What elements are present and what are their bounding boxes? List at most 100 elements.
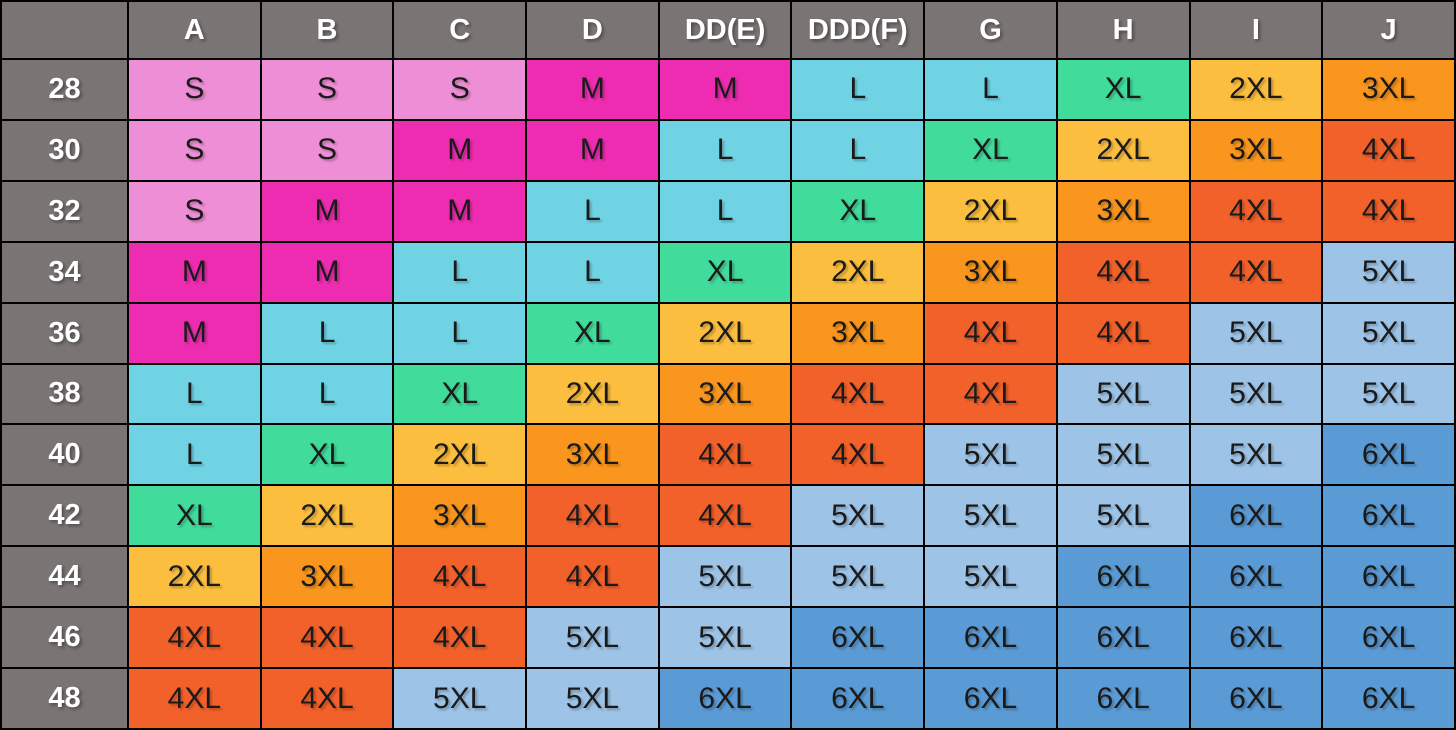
size-cell: 5XL (1188, 423, 1324, 487)
size-cell: 6XL (923, 606, 1058, 670)
size-cell: 3XL (392, 484, 528, 548)
column-header-h: H (1055, 0, 1191, 60)
size-cell: L (127, 362, 262, 426)
row-label: 48 (0, 667, 129, 730)
size-cell: L (259, 362, 395, 426)
size-cell: 2XL (657, 301, 793, 365)
size-cell: 6XL (1321, 484, 1456, 548)
size-cell: L (923, 58, 1058, 121)
row-label: 36 (0, 301, 129, 365)
size-cell: 3XL (259, 545, 395, 609)
size-cell: S (127, 179, 262, 243)
size-cell: M (657, 58, 793, 121)
size-cell: S (392, 58, 528, 121)
size-cell: 6XL (1321, 606, 1456, 670)
size-cell: 6XL (1321, 545, 1456, 609)
size-cell: 4XL (127, 667, 262, 730)
size-cell: S (127, 58, 262, 121)
table-row-band-38: 38 L L XL 2XL 3XL 4XL 4XL 5XL 5XL 5XL (0, 362, 1456, 426)
size-cell: L (392, 240, 528, 304)
size-cell: L (790, 58, 926, 121)
corner-cell (0, 0, 129, 60)
size-cell: 6XL (1321, 667, 1456, 730)
size-cell: 6XL (1188, 667, 1324, 730)
size-chart-header: A B C D DD(E) DDD(F) G H I J (0, 0, 1456, 60)
size-cell: 4XL (1321, 118, 1456, 182)
size-cell: 4XL (923, 301, 1058, 365)
size-cell: L (259, 301, 395, 365)
row-label: 46 (0, 606, 129, 670)
size-cell: 3XL (790, 301, 926, 365)
size-cell: XL (127, 484, 262, 548)
size-cell: XL (259, 423, 395, 487)
size-cell: 5XL (1188, 301, 1324, 365)
row-label: 28 (0, 58, 129, 121)
size-cell: XL (1055, 58, 1191, 121)
size-cell: 6XL (923, 667, 1058, 730)
size-cell: 4XL (1321, 179, 1456, 243)
size-cell: 5XL (923, 423, 1058, 487)
size-cell: 4XL (259, 606, 395, 670)
size-cell: L (525, 240, 660, 304)
size-cell: L (127, 423, 262, 487)
table-row-band-44: 44 2XL 3XL 4XL 4XL 5XL 5XL 5XL 6XL 6XL 6XL (0, 545, 1456, 609)
size-cell: 3XL (923, 240, 1058, 304)
size-cell: 2XL (790, 240, 926, 304)
size-cell: L (392, 301, 528, 365)
size-cell: 5XL (392, 667, 528, 730)
size-cell: 6XL (790, 606, 926, 670)
size-cell: 4XL (259, 667, 395, 730)
column-header-ddd-f-: DDD(F) (790, 0, 926, 60)
size-cell: 6XL (1188, 606, 1324, 670)
size-cell: S (127, 118, 262, 182)
size-cell: 6XL (1188, 545, 1324, 609)
size-cell: 5XL (657, 606, 793, 670)
size-cell: 5XL (1321, 240, 1456, 304)
row-label: 42 (0, 484, 129, 548)
size-cell: 2XL (923, 179, 1058, 243)
size-cell: 2XL (259, 484, 395, 548)
column-header-dd-e-: DD(E) (657, 0, 793, 60)
size-cell: 4XL (525, 484, 660, 548)
size-cell: 5XL (790, 545, 926, 609)
size-cell: 6XL (1321, 423, 1456, 487)
table-row-band-32: 32 S M M L L XL 2XL 3XL 4XL 4XL (0, 179, 1456, 243)
size-cell: 2XL (127, 545, 262, 609)
size-cell: XL (392, 362, 528, 426)
row-label: 32 (0, 179, 129, 243)
table-row-band-30: 30 S S M M L L XL 2XL 3XL 4XL (0, 118, 1456, 182)
size-cell: 5XL (1321, 362, 1456, 426)
header-row: A B C D DD(E) DDD(F) G H I J (0, 0, 1456, 60)
size-cell: 2XL (1188, 58, 1324, 121)
size-cell: L (657, 118, 793, 182)
size-cell: 4XL (790, 362, 926, 426)
size-cell: 6XL (1188, 484, 1324, 548)
size-cell: M (127, 301, 262, 365)
size-cell: XL (790, 179, 926, 243)
size-cell: 3XL (525, 423, 660, 487)
size-cell: 6XL (1055, 667, 1191, 730)
size-cell: M (525, 118, 660, 182)
size-cell: L (790, 118, 926, 182)
size-cell: 2XL (525, 362, 660, 426)
size-cell: L (525, 179, 660, 243)
size-cell: M (392, 179, 528, 243)
size-cell: 5XL (1188, 362, 1324, 426)
size-cell: 5XL (525, 667, 660, 730)
size-cell: 4XL (1188, 179, 1324, 243)
row-label: 40 (0, 423, 129, 487)
size-cell: XL (525, 301, 660, 365)
table-row-band-28: 28 S S S M M L L XL 2XL 3XL (0, 58, 1456, 121)
size-cell: 2XL (1055, 118, 1191, 182)
size-cell: 4XL (392, 606, 528, 670)
size-cell: 5XL (923, 545, 1058, 609)
size-cell: 5XL (1055, 423, 1191, 487)
size-cell: 6XL (1055, 545, 1191, 609)
column-header-j: J (1321, 0, 1456, 60)
size-cell: 5XL (1055, 362, 1191, 426)
size-cell: 4XL (1055, 240, 1191, 304)
size-cell: 4XL (657, 423, 793, 487)
size-cell: S (259, 118, 395, 182)
column-header-b: B (259, 0, 395, 60)
